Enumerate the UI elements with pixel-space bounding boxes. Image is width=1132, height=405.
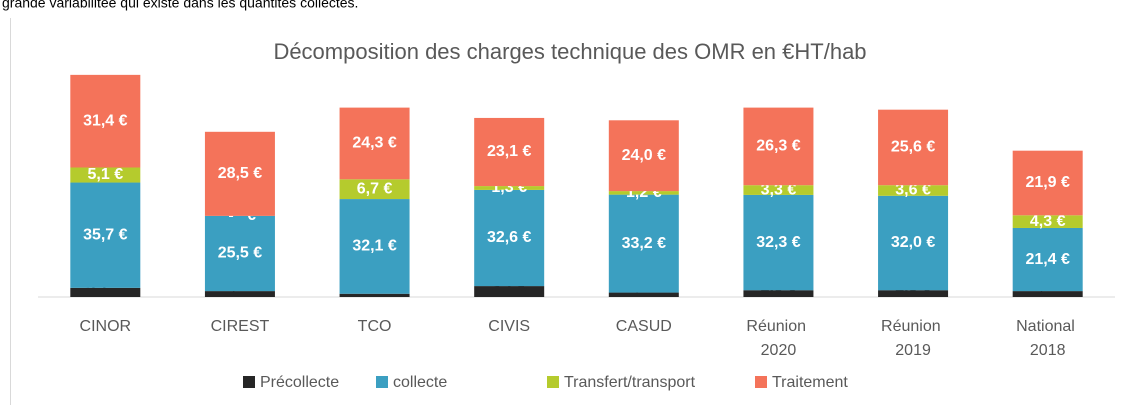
bar-segment (474, 117, 545, 187)
data-label: 25,6 € (891, 139, 936, 156)
x-tick-label: Réunion 2020 (746, 318, 810, 359)
data-label: 6,7 € (357, 180, 393, 197)
x-tick-label: Réunion 2019 (881, 318, 945, 359)
data-label: 23,1 € (487, 143, 532, 160)
bar-segment (878, 195, 949, 291)
bar-segment (339, 179, 410, 200)
bar-segment (339, 107, 410, 180)
legend-label: Traitement (772, 374, 848, 391)
data-label: 35,7 € (83, 226, 128, 243)
legend-swatch (547, 376, 559, 388)
bar-segment (474, 189, 545, 287)
legend-label: Précollecte (260, 374, 339, 391)
x-tick-label: CIVIS (488, 318, 530, 335)
bar-segment (743, 107, 814, 186)
bar-segment (608, 191, 679, 195)
bar-segment (339, 293, 410, 297)
bar-segment (204, 291, 275, 297)
bar-segment (743, 290, 814, 297)
bar-segment (1012, 227, 1083, 292)
bar-segment (878, 290, 949, 297)
data-label: 3,3 € (761, 181, 797, 198)
bar-segment (204, 215, 275, 292)
bar-segment (878, 109, 949, 186)
data-label: 3,6 € (895, 182, 931, 199)
data-label: 5,1 € (88, 166, 124, 183)
data-label: 28,5 € (218, 165, 263, 182)
bar-segment (878, 185, 949, 196)
x-tick-label: TCO (358, 318, 392, 335)
data-label: 32,6 € (487, 229, 532, 246)
bar-segment (1012, 150, 1083, 216)
x-tick-label: CASUD (616, 318, 672, 335)
bar-segment (474, 286, 545, 297)
data-label: 26,3 € (756, 138, 801, 155)
legend-label: Transfert/transport (564, 374, 696, 391)
bar-segment (1012, 215, 1083, 228)
x-tick-label: CINOR (80, 318, 132, 335)
bar-segment (608, 292, 679, 297)
x-tick-label: CIREST (211, 318, 270, 335)
x-tick-label: National 2018 (1016, 318, 1079, 359)
bar-segment (1012, 291, 1083, 297)
bar-segment (70, 287, 141, 297)
legend-swatch (243, 376, 255, 388)
bar-segment (70, 182, 141, 288)
data-label: 24,3 € (352, 135, 397, 152)
data-label: 21,9 € (1025, 174, 1070, 191)
data-label: 32,0 € (891, 234, 936, 251)
data-label: 4,3 € (1030, 213, 1066, 230)
chart-title: Décomposition des charges technique des … (273, 39, 866, 64)
bar-segment (608, 194, 679, 293)
bar-segment (743, 194, 814, 291)
legend-swatch (755, 376, 767, 388)
legend-label: collecte (393, 374, 447, 391)
bar-segment (70, 74, 141, 168)
bar-segment (70, 167, 141, 183)
bar-segment (474, 186, 545, 190)
data-label: 25,5 € (218, 245, 263, 262)
data-label: 31,4 € (83, 112, 128, 129)
page-text: grande variabilitée qui existe dans les … (2, 0, 358, 11)
data-label: 32,3 € (756, 234, 801, 251)
data-label: 24,0 € (622, 147, 667, 164)
data-label: 32,1 € (352, 238, 397, 255)
data-label: 21,4 € (1025, 251, 1070, 268)
bar-segment (339, 199, 410, 294)
bar-segment (743, 185, 814, 195)
bar-segment (204, 131, 275, 216)
data-label: 33,2 € (622, 235, 667, 252)
legend-swatch (376, 376, 388, 388)
bar-segment (608, 120, 679, 192)
